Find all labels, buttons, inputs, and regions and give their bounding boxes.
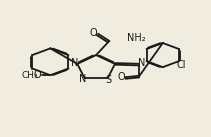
- Text: O: O: [90, 28, 97, 38]
- Text: O: O: [118, 72, 125, 82]
- Text: N: N: [70, 58, 78, 68]
- Text: O: O: [34, 70, 41, 80]
- Text: NH₂: NH₂: [127, 33, 146, 43]
- Text: S: S: [106, 75, 112, 85]
- Text: CH₃: CH₃: [22, 71, 38, 80]
- Text: N: N: [138, 58, 146, 68]
- Text: N: N: [79, 75, 86, 85]
- Text: Cl: Cl: [176, 60, 186, 70]
